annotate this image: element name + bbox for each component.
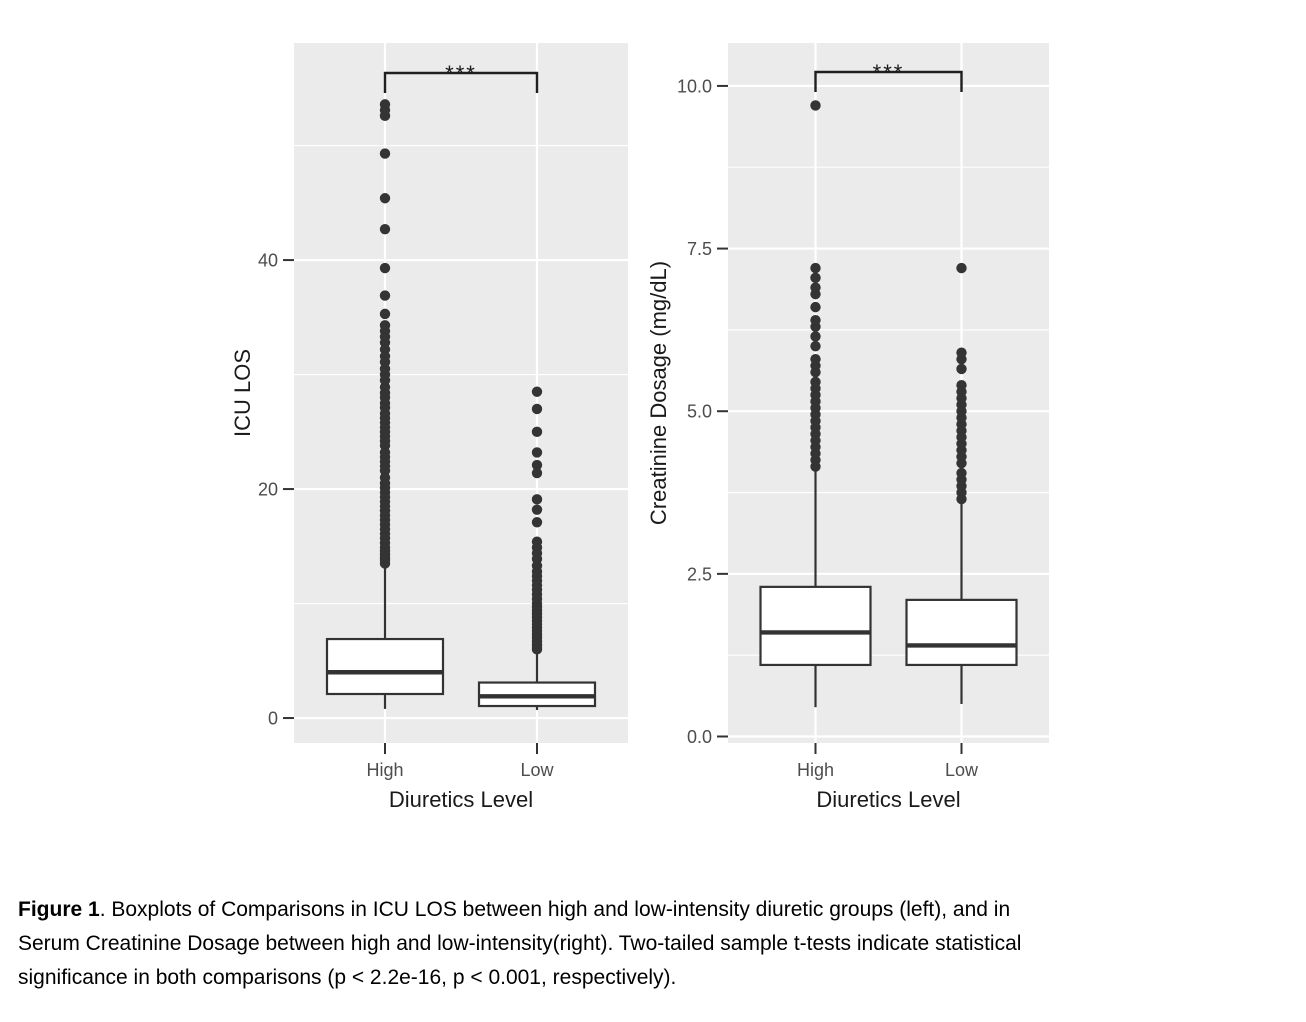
x-axis-title: Diuretics Level — [389, 787, 533, 812]
significance-bracket — [383, 71, 539, 93]
x-tick-label-low: Low — [520, 760, 554, 780]
y-tick-label: 10.0 — [677, 76, 712, 96]
box-low — [905, 598, 1018, 667]
creatinine-dosage-boxplot: *** 0.0 2.5 5.0 7.5 10.0 High Low Diuretics Leve… — [646, 43, 1049, 812]
outlier-point — [810, 321, 821, 332]
outlier-point — [810, 272, 821, 284]
box-high — [325, 637, 445, 696]
outlier-point — [531, 644, 543, 655]
outlier-point — [531, 447, 543, 458]
significance-stars: *** — [445, 61, 477, 86]
y-tick-label: 40 — [258, 251, 278, 271]
outlier-point — [379, 223, 391, 235]
caption-line-1: Figure 1. Boxplots of Comparisons in ICU… — [18, 893, 1021, 927]
outlier-point — [956, 493, 967, 505]
outlier-point — [531, 426, 543, 438]
outlier-point — [810, 262, 821, 274]
outlier-point — [379, 110, 391, 122]
plot-panel — [294, 43, 628, 743]
outlier-point — [956, 262, 967, 274]
outlier-point — [810, 100, 821, 111]
x-tick-label-high: High — [366, 760, 403, 780]
caption-line-1-text: . Boxplots of Comparisons in ICU LOS bet… — [99, 898, 1011, 921]
outlier-point — [531, 386, 543, 397]
x-tick-label-high: High — [797, 760, 834, 780]
outlier-point — [379, 193, 391, 204]
y-axis-title: Creatinine Dosage (mg/dL) — [646, 261, 671, 525]
significance-stars: *** — [873, 60, 905, 85]
icu-los-boxplot: *** 0 20 40 High Low Diuretics Level ICU LOS — [230, 43, 628, 812]
x-tick-label-low: Low — [945, 760, 979, 780]
outlier-point — [531, 467, 543, 479]
y-tick-label: 0 — [268, 709, 278, 729]
outlier-point — [531, 494, 543, 505]
caption-line-2: Serum Creatinine Dosage between high and… — [18, 932, 1022, 955]
significance-bracket — [814, 70, 963, 92]
outlier-point — [810, 340, 821, 352]
outlier-point — [810, 461, 821, 472]
caption-line-3: significance in both comparisons (p < 2.… — [18, 966, 677, 989]
y-tick-label: 20 — [258, 480, 278, 500]
y-axis-title: ICU LOS — [230, 349, 255, 437]
outlier-point — [379, 262, 391, 274]
outlier-point — [956, 353, 967, 365]
outlier-point — [531, 403, 543, 415]
y-tick-label: 2.5 — [687, 564, 712, 584]
y-tick-label: 5.0 — [687, 402, 712, 422]
outliers-high — [379, 99, 391, 569]
outlier-point — [531, 504, 543, 515]
outlier-point — [810, 331, 821, 342]
outlier-point — [379, 290, 391, 301]
outliers-high — [810, 100, 821, 472]
outlier-point — [956, 363, 967, 375]
outlier-point — [810, 366, 821, 378]
x-axis-title: Diuretics Level — [816, 787, 960, 812]
caption-label: Figure 1 — [18, 898, 100, 921]
outlier-point — [379, 558, 391, 569]
outlier-point — [531, 517, 543, 528]
outlier-point — [379, 308, 391, 320]
y-tick-label: 0.0 — [687, 727, 712, 747]
figure-caption: Figure 1. Boxplots of Comparisons in ICU… — [18, 893, 1021, 995]
outlier-point — [956, 458, 967, 469]
outlier-point — [810, 301, 821, 313]
outliers-low — [531, 386, 543, 655]
y-tick-label: 7.5 — [687, 239, 712, 259]
box-high — [759, 585, 872, 667]
outlier-point — [379, 148, 391, 159]
outlier-point — [810, 288, 821, 300]
outlier-point — [531, 459, 543, 471]
outliers-low — [956, 262, 967, 505]
